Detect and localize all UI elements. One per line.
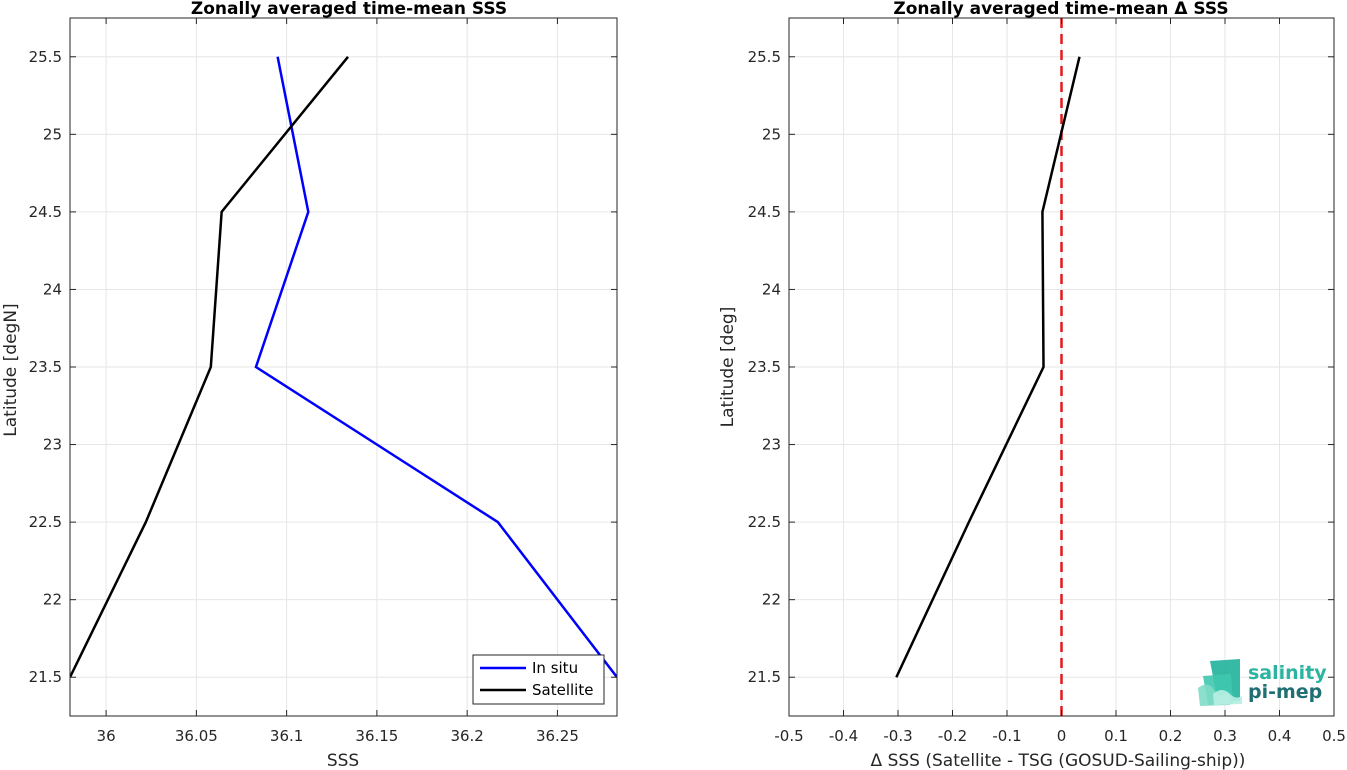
right-x-tick-label: -0.3: [883, 727, 912, 745]
right-y-tick-label: 25.5: [748, 48, 781, 66]
left-series-line-in-situ: [254, 56, 617, 678]
left-y-tick-label: 25: [43, 125, 62, 143]
left-x-tick-label: 36.1: [270, 727, 303, 745]
left-x-tick-labels: 36 36.05 36.1 36.15 36.2 36.25: [97, 727, 579, 745]
left-x-axis-label: SSS: [327, 751, 359, 770]
right-y-tick-label: 24: [762, 280, 781, 298]
left-y-tick-label: 21.5: [29, 668, 62, 686]
legend: In situ Satellite: [472, 654, 605, 705]
right-y-tick-label: 23.5: [748, 358, 781, 376]
left-y-tick-label: 24.5: [29, 203, 62, 221]
legend-box: [472, 654, 605, 705]
wave-logo-icon: [1198, 659, 1242, 706]
left-x-tick-label: 36.05: [175, 727, 218, 745]
left-x-tick-label: 36.25: [536, 727, 579, 745]
logo-text-salinity: salinity: [1248, 662, 1327, 684]
right-y-tick-labels: 21.5 22 22.5 23 23.5 24 24.5 25 25.5: [748, 48, 781, 686]
left-x-tick-label: 36: [97, 727, 116, 745]
left-chart: 36 36.05 36.1 36.15 36.2 36.25 21.5 22 22.5 23 23…: [1, 0, 618, 770]
right-x-tick-label: -0.2: [938, 727, 967, 745]
left-series-lines: [70, 55, 617, 678]
right-chart-title: Zonally averaged time-mean Δ SSS: [893, 0, 1228, 19]
left-x-tick-label: 36.2: [450, 727, 483, 745]
right-y-tick-label: 22.5: [748, 513, 781, 531]
right-x-tick-label: -0.1: [992, 727, 1021, 745]
left-chart-title: Zonally averaged time-mean SSS: [191, 0, 507, 19]
left-y-tick-label: 22.5: [29, 513, 62, 531]
left-y-tick-labels: 21.5 22 22.5 23 23.5 24 24.5 25 25.5: [29, 48, 62, 686]
right-x-tick-label: -0.5: [774, 727, 803, 745]
right-chart: -0.5 -0.4 -0.3 -0.2 -0.1 0 0.1 0.2 0.3 0.4 0.5 21.…: [718, 0, 1346, 770]
right-x-tick-labels: -0.5 -0.4 -0.3 -0.2 -0.1 0 0.1 0.2 0.3 0.4 0.5: [774, 727, 1346, 745]
logo-text-pi-mep: pi-mep: [1248, 681, 1322, 703]
left-y-axis-label: Latitude [degN]: [1, 303, 21, 436]
right-x-tick-label: 0.5: [1322, 727, 1346, 745]
right-series-line-delta-sss: [895, 56, 1081, 678]
legend-label-satellite: Satellite: [532, 681, 593, 699]
right-y-tick-label: 24.5: [748, 203, 781, 221]
left-y-tick-label: 23.5: [29, 358, 62, 376]
left-y-tick-label: 22: [43, 591, 62, 609]
left-y-tick-label: 25.5: [29, 48, 62, 66]
left-series-line-satellite: [70, 55, 349, 678]
right-tick-marks: [788, 18, 1335, 716]
right-x-tick-label: 0.3: [1213, 727, 1237, 745]
right-series-lines: [895, 56, 1081, 678]
right-y-tick-label: 21.5: [748, 668, 781, 686]
right-y-tick-label: 23: [762, 436, 781, 454]
left-x-tick-label: 36.15: [355, 727, 398, 745]
legend-label-in-situ: In situ: [532, 659, 578, 677]
left-gridlines: [70, 18, 617, 716]
right-x-tick-label: 0.1: [1104, 727, 1128, 745]
left-tick-marks: [70, 18, 617, 716]
right-y-tick-label: 22: [762, 591, 781, 609]
salinity-pi-mep-logo: salinity pi-mep: [1198, 659, 1327, 706]
right-x-tick-label: 0.2: [1159, 727, 1183, 745]
right-y-tick-label: 25: [762, 125, 781, 143]
left-y-tick-label: 23: [43, 436, 62, 454]
left-y-tick-label: 24: [43, 280, 62, 298]
right-x-tick-label: 0.4: [1268, 727, 1292, 745]
right-y-axis-label: Latitude [deg]: [718, 307, 738, 428]
right-x-tick-label: 0: [1057, 727, 1067, 745]
right-x-tick-label: -0.4: [829, 727, 858, 745]
right-x-axis-label: Δ SSS (Satellite - TSG (GOSUD-Sailing-sh…: [871, 751, 1246, 770]
